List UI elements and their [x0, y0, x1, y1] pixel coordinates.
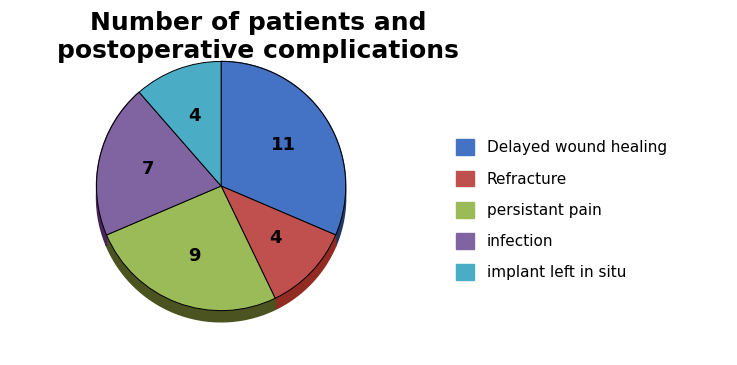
Polygon shape [107, 235, 275, 322]
Text: 9: 9 [189, 247, 201, 265]
Text: 4: 4 [269, 229, 282, 247]
Text: 4: 4 [189, 107, 201, 125]
Text: 11: 11 [271, 136, 296, 154]
Polygon shape [221, 61, 346, 246]
Wedge shape [221, 61, 346, 235]
Wedge shape [221, 186, 335, 298]
Polygon shape [97, 92, 139, 246]
Wedge shape [139, 61, 221, 186]
Polygon shape [275, 235, 335, 310]
Text: 7: 7 [142, 160, 155, 178]
Text: Number of patients and
postoperative complications: Number of patients and postoperative com… [57, 11, 459, 63]
Wedge shape [97, 92, 221, 235]
Wedge shape [107, 186, 275, 311]
Legend: Delayed wound healing, Refracture, persistant pain, infection, implant left in s: Delayed wound healing, Refracture, persi… [450, 133, 673, 287]
